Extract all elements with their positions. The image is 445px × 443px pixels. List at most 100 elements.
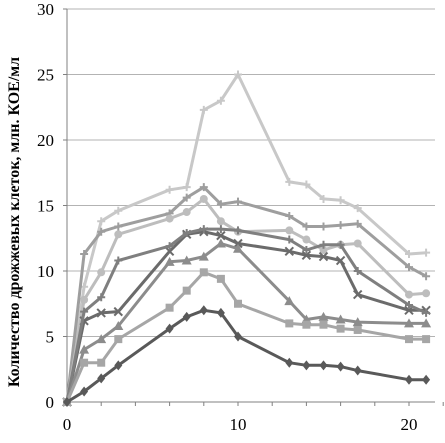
data-point-square xyxy=(234,299,242,308)
y-tick-label: 10 xyxy=(37,262,54,281)
data-point-circle xyxy=(199,194,208,203)
data-point-circle xyxy=(319,246,328,255)
data-point-diamond xyxy=(216,307,225,318)
data-point-circle xyxy=(302,235,311,244)
data-point-plus xyxy=(199,183,208,192)
data-point-circle xyxy=(165,214,174,223)
data-point-plus xyxy=(234,70,242,79)
data-point-diamond xyxy=(165,323,174,334)
data-point-diamond xyxy=(405,374,413,385)
y-tick-label: 0 xyxy=(46,393,55,412)
series-lines xyxy=(62,70,432,407)
data-point-plus xyxy=(182,229,191,238)
data-point-diamond xyxy=(234,331,242,342)
data-point-cross xyxy=(113,306,124,317)
data-point-diamond xyxy=(97,373,106,384)
data-point-plus xyxy=(302,246,311,255)
data-point-plus xyxy=(216,96,225,105)
data-point-plus xyxy=(405,301,413,310)
data-point-plus xyxy=(182,193,191,202)
data-point-triangle xyxy=(352,317,363,327)
series-line xyxy=(65,242,427,403)
data-point-plus xyxy=(199,225,208,234)
data-point-square xyxy=(302,320,311,329)
data-point-circle xyxy=(80,295,89,304)
data-point-triangle xyxy=(198,251,209,261)
data-point-circle xyxy=(114,230,123,239)
data-point-square xyxy=(405,335,413,344)
data-point-triangle xyxy=(335,314,346,324)
series-6 xyxy=(62,238,432,406)
series-line xyxy=(65,227,427,403)
data-point-circle xyxy=(285,226,294,235)
y-tick-label: 15 xyxy=(37,197,54,216)
data-point-diamond xyxy=(422,374,431,385)
data-point-diamond xyxy=(319,360,328,371)
data-point-plus xyxy=(114,256,123,265)
data-point-plus xyxy=(336,196,345,205)
data-point-diamond xyxy=(353,365,362,376)
data-point-circle xyxy=(422,289,431,298)
data-point-plus xyxy=(422,248,431,257)
data-point-plus xyxy=(216,225,225,234)
data-point-triangle xyxy=(233,243,243,253)
x-tick-label: 10 xyxy=(230,415,247,434)
data-point-plus xyxy=(353,204,362,213)
data-point-plus xyxy=(353,219,362,228)
y-axis-label: Количество дрожжевых клеток, млн. КОЕ/мл xyxy=(6,57,23,387)
data-point-triangle xyxy=(421,318,432,328)
data-point-diamond xyxy=(182,311,191,322)
data-point-square xyxy=(336,324,345,333)
data-point-plus xyxy=(114,206,123,215)
series-line xyxy=(65,197,427,403)
data-point-plus xyxy=(97,227,106,236)
y-tick-label: 5 xyxy=(46,328,55,347)
data-point-plus xyxy=(319,194,328,203)
data-point-plus xyxy=(422,272,431,281)
y-tick-label: 20 xyxy=(37,131,54,150)
data-point-diamond xyxy=(302,360,311,371)
series-line xyxy=(65,270,427,403)
data-point-circle xyxy=(353,239,362,248)
series-7 xyxy=(63,268,431,406)
data-point-plus xyxy=(319,222,328,231)
data-point-cross xyxy=(164,246,175,257)
tick-labels: 0 5 10 15 20 25 30 0 10 20 xyxy=(37,0,418,434)
data-point-cross xyxy=(318,251,329,262)
series-2 xyxy=(63,183,431,406)
data-point-plus xyxy=(199,105,208,114)
data-point-plus xyxy=(285,211,294,220)
data-point-square xyxy=(97,358,106,367)
data-point-square xyxy=(182,286,191,295)
data-point-plus xyxy=(80,249,89,258)
data-point-diamond xyxy=(114,360,123,371)
series-line xyxy=(66,308,427,404)
data-point-plus xyxy=(302,180,311,189)
data-point-plus xyxy=(302,222,311,231)
data-point-plus xyxy=(336,240,345,249)
y-tick-label: 30 xyxy=(37,0,54,19)
y-tick-label: 25 xyxy=(37,66,54,85)
data-point-square xyxy=(165,303,174,312)
data-point-triangle xyxy=(113,321,124,331)
series-line xyxy=(65,185,427,403)
series-8 xyxy=(63,305,431,407)
data-point-square xyxy=(114,335,123,344)
series-line xyxy=(65,73,427,403)
data-point-square xyxy=(319,320,328,329)
data-point-cross xyxy=(352,289,363,300)
data-point-cross xyxy=(335,255,346,266)
data-point-square xyxy=(199,268,208,277)
data-point-plus xyxy=(80,307,89,316)
data-point-triangle xyxy=(164,256,175,266)
data-point-plus xyxy=(319,240,328,249)
x-tick-label: 0 xyxy=(63,415,72,434)
data-point-plus xyxy=(97,293,106,302)
data-point-triangle xyxy=(96,334,107,344)
series-5 xyxy=(63,225,431,406)
data-point-plus xyxy=(353,267,362,275)
data-point-diamond xyxy=(80,386,89,397)
data-point-plus xyxy=(216,200,225,209)
data-point-cross xyxy=(233,238,243,249)
